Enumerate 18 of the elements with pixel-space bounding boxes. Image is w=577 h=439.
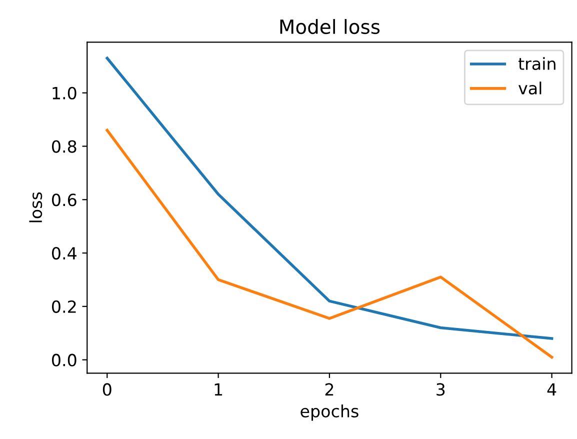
- y-tick-label: 0.8: [52, 140, 76, 153]
- legend-label: val: [518, 82, 542, 95]
- legend-label: train: [518, 57, 556, 70]
- y-tick-label: 0.0: [52, 354, 76, 366]
- y-tick-label: 0.2: [52, 300, 76, 313]
- x-tick-label: 4: [547, 383, 556, 396]
- chart-title: Model loss: [280, 19, 380, 34]
- x-tick-label: 0: [102, 383, 112, 396]
- y-axis-title: loss: [29, 192, 42, 222]
- x-axis-title: epochs: [300, 404, 358, 421]
- x-tick-label: 1: [214, 383, 222, 396]
- x-tick-label: 3: [436, 383, 445, 396]
- x-tick-label: 2: [325, 383, 334, 396]
- y-tick-label: 0.6: [52, 194, 76, 206]
- y-tick-label: 1.0: [52, 86, 76, 100]
- line-series: [106, 56, 554, 340]
- y-tick-label: 0.4: [52, 246, 76, 260]
- line-series: [106, 128, 554, 359]
